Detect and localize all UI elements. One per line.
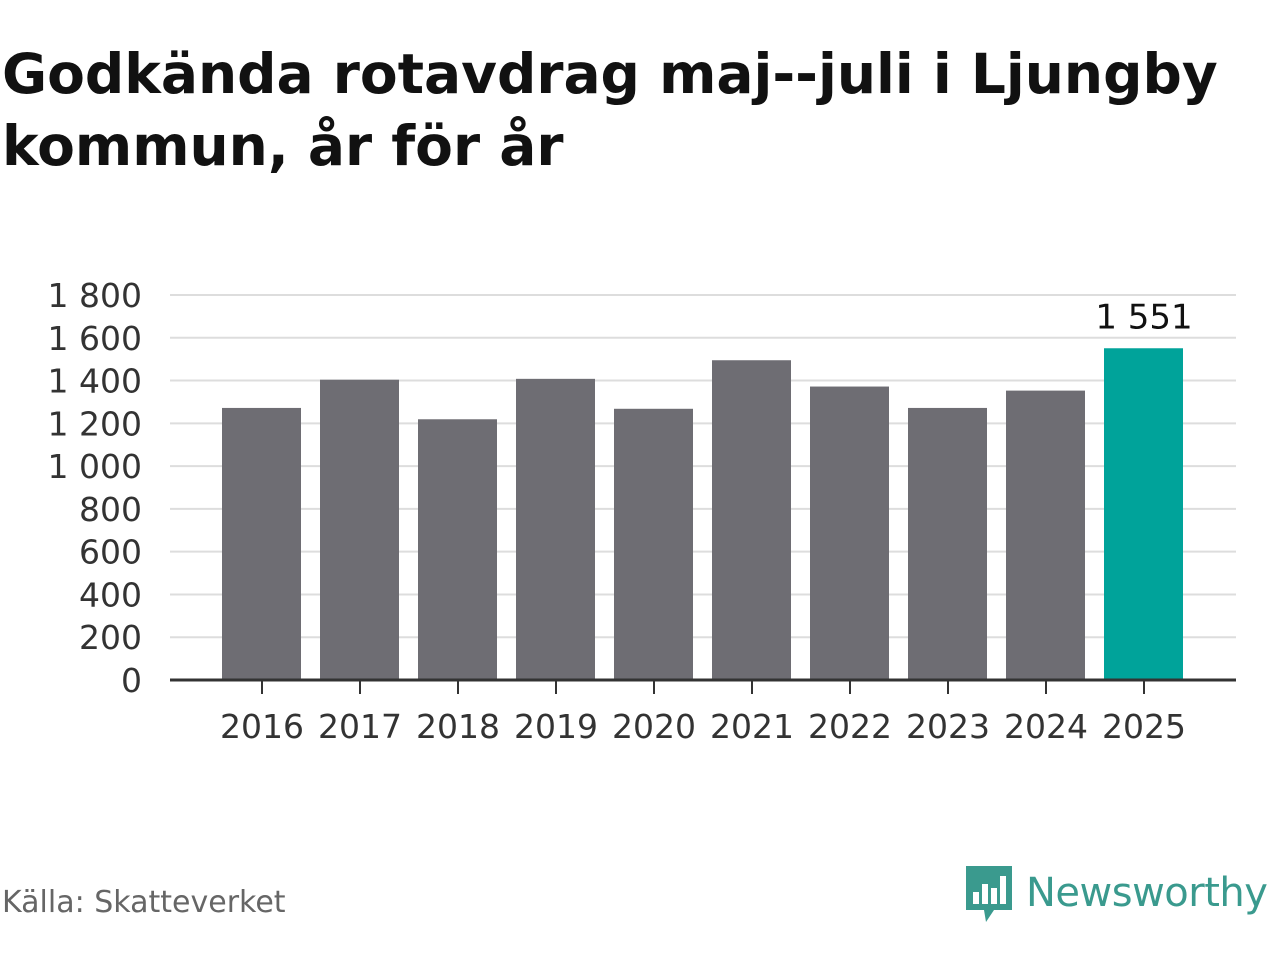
x-tick-label: 2018 [416,707,500,746]
x-tick-label: 2016 [220,707,304,746]
bar-2024 [1006,390,1085,680]
chart-title: Godkända rotavdrag maj--juli i Ljungby k… [2,42,1218,178]
data-label-2025: 1 551 [1095,297,1192,337]
x-tick-label: 2023 [906,707,990,746]
y-tick-label: 800 [79,490,142,529]
x-tick-label: 2020 [612,707,696,746]
brand-logo: Newsworthy [962,862,1268,924]
x-tick-label: 2017 [318,707,402,746]
bar-2020 [614,408,693,680]
y-tick-label: 0 [121,661,142,700]
y-tick-label: 1 200 [48,404,142,443]
bar-2021 [712,360,791,680]
y-tick-label: 600 [79,533,142,572]
y-tick-label: 1 400 [48,362,142,401]
y-tick-label: 1 000 [48,447,142,486]
y-tick-label: 1 600 [48,319,142,358]
x-tick-label: 2021 [710,707,794,746]
bar-2025 [1104,348,1183,680]
y-tick-label: 1 800 [48,276,142,315]
x-tick-label: 2019 [514,707,598,746]
bar-2019 [516,378,595,680]
bar-2018 [418,419,497,680]
bar-2022 [810,386,889,680]
x-tick-label: 2024 [1004,707,1088,746]
brand-name: Newsworthy [1026,870,1268,916]
bar-2023 [908,407,987,680]
bar-2017 [320,379,399,680]
bar-2016 [222,407,301,680]
source-note: Källa: Skatteverket [2,885,286,920]
y-tick-label: 200 [79,618,142,657]
x-tick-label: 2025 [1102,707,1186,746]
newsworthy-logo-icon [966,866,1012,922]
x-tick-label: 2022 [808,707,892,746]
y-tick-label: 400 [79,575,142,614]
